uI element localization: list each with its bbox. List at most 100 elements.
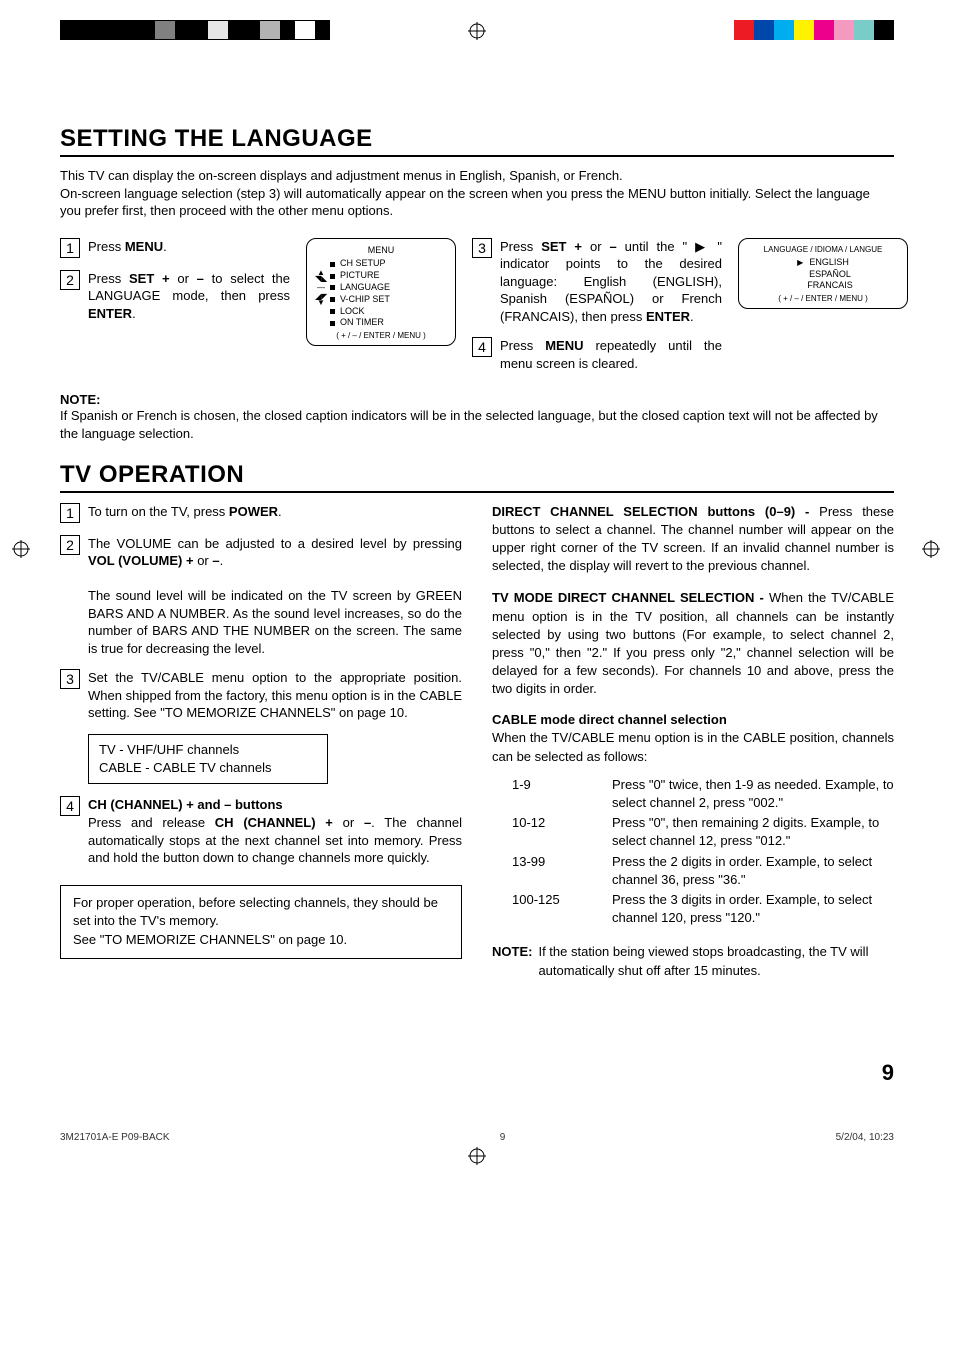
step-number-box: 1 <box>60 503 80 523</box>
channel-range: 1-9 <box>512 776 592 812</box>
note-label: NOTE: <box>60 392 894 407</box>
color-swatch-yellow <box>794 20 814 40</box>
step-2: 2 Press SET + or – to select the LANGUAG… <box>60 270 290 323</box>
left-column: 1 To turn on the TV, press POWER. 2 The … <box>60 503 462 980</box>
step-number-box: 2 <box>60 535 80 555</box>
step-text: To turn on the TV, press POWER. <box>88 503 462 523</box>
cable-intro: When the TV/CABLE menu option is in the … <box>492 729 894 765</box>
bottom-note: NOTE: If the station being viewed stops … <box>492 943 894 979</box>
osd-footer: ( + / – / ENTER / MENU ) <box>315 331 447 341</box>
step-3: 3 Press SET + or – until the " ▶ " indic… <box>472 238 722 326</box>
bold-lead: TV MODE DIRECT CHANNEL SELECTION - <box>492 590 769 605</box>
channel-range: 100-125 <box>512 891 592 927</box>
tv-cable-inset: TV - VHF/UHF channelsCABLE - CABLE TV ch… <box>88 734 328 784</box>
channel-desc: Press "0" twice, then 1-9 as needed. Exa… <box>612 776 894 812</box>
channel-range: 13-99 <box>512 853 592 889</box>
intro-text: This TV can display the on-screen displa… <box>60 167 894 220</box>
footer-center: 9 <box>500 1132 506 1143</box>
step-text: Press SET + or – to select the LANGUAGE … <box>88 270 290 323</box>
step-text: Press MENU repeatedly until the menu scr… <box>500 337 722 372</box>
osd-title: LANGUAGE / IDIOMA / LANGUE <box>747 245 899 255</box>
color-swatch-magenta <box>814 20 834 40</box>
registration-mark-icon <box>468 22 486 40</box>
intro-line-1: This TV can display the on-screen displa… <box>60 168 623 183</box>
heading-setting-language: SETTING THE LANGUAGE <box>60 125 894 157</box>
tv-operation-columns: 1 To turn on the TV, press POWER. 2 The … <box>60 503 894 980</box>
step-number-box: 4 <box>472 337 492 357</box>
gray-swatch <box>155 21 175 39</box>
step-number-box: 3 <box>60 669 80 689</box>
color-swatch-black <box>874 20 894 40</box>
osd-footer: ( + / – / ENTER / MENU ) <box>747 294 899 304</box>
language-osd: LANGUAGE / IDIOMA / LANGUE ENGLISHESPAÑO… <box>738 238 908 310</box>
tv-mode-para: TV MODE DIRECT CHANNEL SELECTION - When … <box>492 589 894 698</box>
step-4: 4 Press MENU repeatedly until the menu s… <box>472 337 722 372</box>
gray-swatch <box>260 21 280 39</box>
steps-right-column: 3 Press SET + or – until the " ▶ " indic… <box>472 238 722 385</box>
step-number-box: 2 <box>60 270 80 290</box>
step-1: 1 Press MENU. <box>60 238 290 258</box>
channel-desc: Press the 3 digits in order. Example, to… <box>612 891 894 927</box>
channel-desc: Press "0", then remaining 2 digits. Exam… <box>612 814 894 850</box>
note-label: NOTE: <box>492 943 532 979</box>
color-swatch-cyan <box>774 20 794 40</box>
step-number-box: 3 <box>472 238 492 258</box>
step-text: CH (CHANNEL) + and – buttons Press and r… <box>88 796 462 866</box>
step-text-part: The sound level will be indicated on the… <box>88 588 462 656</box>
menu-osd-column: MENU CH SETUP▲◥◣PICTURE—LANGUAGE◢◤▼V-CHI… <box>306 238 456 347</box>
osd-menu-item: LOCK <box>315 306 447 318</box>
bold-lead: DIRECT CHANNEL SELECTION buttons (0–9) - <box>492 504 819 519</box>
step-text-part: The VOLUME can be adjusted to a desired … <box>88 536 462 569</box>
op-step-4: 4 CH (CHANNEL) + and – buttons Press and… <box>60 796 462 866</box>
direct-channel-para: DIRECT CHANNEL SELECTION buttons (0–9) -… <box>492 503 894 576</box>
page-content: SETTING THE LANGUAGE This TV can display… <box>0 40 954 1126</box>
osd-language-option: ESPAÑOL <box>747 269 899 281</box>
channel-desc: Press the 2 digits in order. Example, to… <box>612 853 894 889</box>
color-swatch-ltblue <box>854 20 874 40</box>
step-text: Set the TV/CABLE menu option to the appr… <box>88 669 462 722</box>
footer-left: 3M21701A-E P09-BACK <box>60 1132 170 1143</box>
color-swatch-pink <box>834 20 854 40</box>
note-text: If the station being viewed stops broadc… <box>538 943 894 979</box>
language-steps-layout: 1 Press MENU. 2 Press SET + or – to sele… <box>60 238 894 385</box>
white-swatch <box>295 21 315 39</box>
channel-range: 10-12 <box>512 814 592 850</box>
step-text: Press SET + or – until the " ▶ " indicat… <box>500 238 722 326</box>
registration-mark-icon <box>0 1147 954 1168</box>
step-subtitle: CH (CHANNEL) + and – buttons <box>88 797 283 812</box>
osd-menu-item: ON TIMER <box>315 317 447 329</box>
cable-subhead: CABLE mode direct channel selection <box>492 712 894 727</box>
osd-items: ENGLISHESPAÑOLFRANCAIS <box>747 257 899 292</box>
ink-bar-left <box>60 20 330 40</box>
heading-tv-operation: TV OPERATION <box>60 461 894 493</box>
footer-right: 5/2/04, 10:23 <box>836 1132 894 1143</box>
footer-metadata: 3M21701A-E P09-BACK 9 5/2/04, 10:23 <box>0 1132 954 1143</box>
right-column: DIRECT CHANNEL SELECTION buttons (0–9) -… <box>492 503 894 980</box>
op-step-2: 2 The VOLUME can be adjusted to a desire… <box>60 535 462 658</box>
step-number-box: 4 <box>60 796 80 816</box>
op-step-1: 1 To turn on the TV, press POWER. <box>60 503 462 523</box>
osd-items: CH SETUP▲◥◣PICTURE—LANGUAGE◢◤▼V-CHIP SET… <box>315 258 447 329</box>
steps-left-column: 1 Press MENU. 2 Press SET + or – to sele… <box>60 238 290 335</box>
color-swatch-red <box>734 20 754 40</box>
osd-menu-item: ▲◥◣PICTURE <box>315 270 447 282</box>
osd-menu-item: CH SETUP <box>315 258 447 270</box>
step-text: Press MENU. <box>88 238 290 258</box>
note-text: If Spanish or French is chosen, the clos… <box>60 407 894 442</box>
step-text: The VOLUME can be adjusted to a desired … <box>88 535 462 658</box>
menu-osd: MENU CH SETUP▲◥◣PICTURE—LANGUAGE◢◤▼V-CHI… <box>306 238 456 347</box>
step-body: Press and release CH (CHANNEL) + or –. T… <box>88 815 462 865</box>
op-step-3: 3 Set the TV/CABLE menu option to the ap… <box>60 669 462 722</box>
print-registration-bar <box>0 0 954 40</box>
language-osd-column: LANGUAGE / IDIOMA / LANGUE ENGLISHESPAÑO… <box>738 238 908 310</box>
osd-title: MENU <box>315 245 447 257</box>
step-number-box: 1 <box>60 238 80 258</box>
osd-menu-item: —LANGUAGE <box>315 282 447 294</box>
proper-operation-box: For proper operation, before selecting c… <box>60 885 462 960</box>
page-number: 9 <box>60 1060 894 1086</box>
gray-swatch <box>208 21 228 39</box>
intro-line-2: On-screen language selection (step 3) wi… <box>60 186 870 219</box>
channel-table: 1-9 Press "0" twice, then 1-9 as needed. … <box>512 776 894 928</box>
osd-language-option: ENGLISH <box>747 257 899 269</box>
osd-language-option: FRANCAIS <box>747 280 899 292</box>
